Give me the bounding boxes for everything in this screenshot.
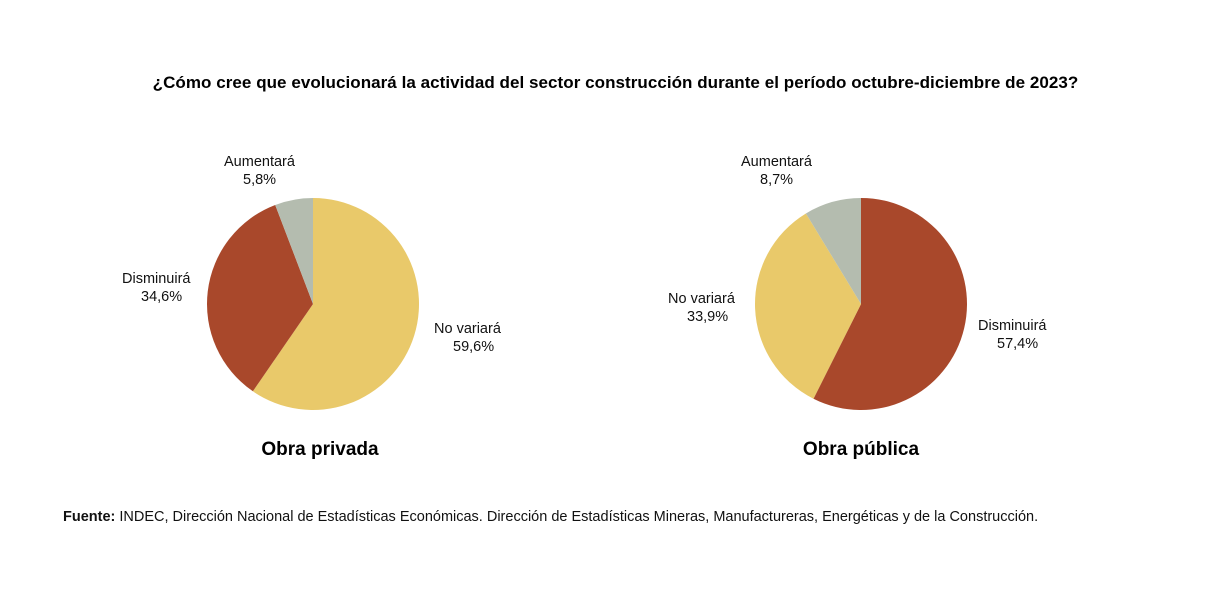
pie-obra-privada: No variará 59,6% Disminuirá 34,6% Aumentará 5… bbox=[122, 154, 502, 410]
slice-label-no-variara: No variará bbox=[434, 321, 502, 337]
slice-value-aumentara: 5,8% bbox=[243, 172, 276, 188]
slice-label-disminuira: Disminuirá bbox=[978, 318, 1047, 334]
pie-slice-disminuira bbox=[207, 204, 313, 392]
slice-label-no-variara: No variará bbox=[668, 291, 736, 307]
pie-title-obra-publica: Obra pública bbox=[802, 439, 920, 460]
source-label: Fuente: bbox=[63, 509, 116, 525]
pie-slice-no-variara bbox=[252, 198, 419, 410]
slice-value-no-variara: 33,9% bbox=[687, 309, 728, 325]
pie-title-obra-privada: Obra privada bbox=[261, 439, 379, 460]
pie-slice-aumentara bbox=[805, 198, 861, 304]
source-note: Fuente: INDEC, Dirección Nacional de Est… bbox=[63, 509, 1038, 525]
slice-value-disminuira: 57,4% bbox=[997, 336, 1038, 352]
pie-slice-disminuira bbox=[813, 198, 968, 410]
slice-value-aumentara: 8,7% bbox=[760, 172, 793, 188]
slice-label-disminuira: Disminuirá bbox=[122, 271, 191, 287]
pie-slice-no-variara bbox=[755, 213, 861, 399]
chart-title: ¿Cómo cree que evolucionará la actividad… bbox=[152, 73, 1079, 92]
pie-slice-aumentara bbox=[275, 198, 313, 304]
pie-obra-publica: Disminuirá 57,4% No variará 33,9% Aumentará 8… bbox=[668, 154, 1047, 410]
slice-value-disminuira: 34,6% bbox=[141, 289, 182, 305]
slice-value-no-variara: 59,6% bbox=[453, 339, 494, 355]
source-text: INDEC, Dirección Nacional de Estadística… bbox=[115, 509, 1039, 525]
slice-label-aumentara: Aumentará bbox=[741, 154, 813, 170]
slice-label-aumentara: Aumentará bbox=[224, 154, 296, 170]
